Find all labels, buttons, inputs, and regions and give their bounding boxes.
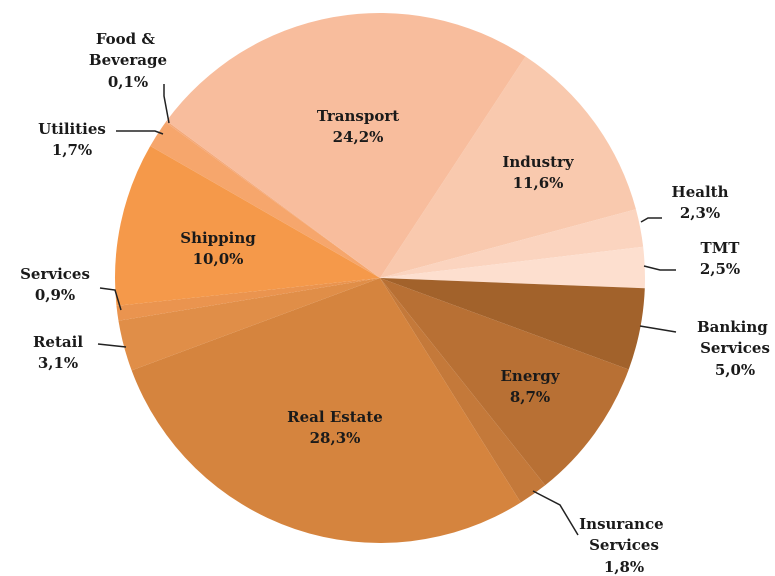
value-label: 2,5% xyxy=(700,260,740,278)
category-label: Services xyxy=(20,265,90,283)
label-line: Food & xyxy=(96,30,160,48)
category-label: Shipping xyxy=(180,229,256,247)
leader-line xyxy=(116,130,164,135)
pie xyxy=(115,13,645,543)
value-label: 28,3% xyxy=(310,429,361,447)
value-label: 5,0% xyxy=(715,361,755,379)
leader-line xyxy=(97,343,127,348)
value-label: 11,6% xyxy=(513,174,564,192)
pie-slice xyxy=(380,278,546,503)
pie-slice xyxy=(380,246,645,289)
value-label: 0,9% xyxy=(35,286,75,304)
category-label: TMT xyxy=(701,239,741,257)
category-label: Food & Beverage xyxy=(89,30,167,69)
value-label: 1,8% xyxy=(604,558,644,576)
category-label: Banking Services xyxy=(697,318,773,357)
category-label: Industry xyxy=(502,153,575,171)
pie-slice xyxy=(165,120,380,278)
pie-slice xyxy=(380,278,645,370)
category-label: Utilities xyxy=(38,120,106,138)
value-label: 3,1% xyxy=(38,354,78,372)
pie-slice xyxy=(150,122,380,278)
value-label: 10,0% xyxy=(193,250,244,268)
category-label: Retail xyxy=(33,333,83,351)
leader-line xyxy=(640,217,662,223)
leader-line xyxy=(643,265,676,271)
category-label: Insurance Services xyxy=(579,515,669,554)
label-line: Insurance xyxy=(579,515,669,533)
pie-slice xyxy=(131,278,521,543)
pie-slice xyxy=(380,278,629,486)
pie-slice xyxy=(116,278,380,321)
value-label: 1,7% xyxy=(52,141,92,159)
pie-slice xyxy=(380,56,636,278)
pie-slice xyxy=(166,13,526,278)
leader-line xyxy=(532,490,579,536)
category-label: Energy xyxy=(501,367,561,385)
category-label: Transport xyxy=(317,107,399,125)
value-label: 8,7% xyxy=(510,388,550,406)
category-label: Real Estate xyxy=(287,408,383,426)
leader-lines xyxy=(97,84,677,536)
leader-line xyxy=(163,84,170,124)
category-label: Health xyxy=(672,183,729,201)
pie-slice xyxy=(118,278,380,371)
value-label: 24,2% xyxy=(333,128,384,146)
pie-slice xyxy=(380,209,644,278)
label-line: Banking xyxy=(697,318,773,336)
pie-slice xyxy=(115,145,380,306)
label-line: Services xyxy=(589,536,659,554)
leader-line xyxy=(639,325,677,333)
value-label: 2,3% xyxy=(680,204,720,222)
leader-line xyxy=(99,287,122,311)
label-line: Beverage xyxy=(89,51,167,69)
value-label: 0,1% xyxy=(108,73,148,91)
label-line: Services xyxy=(700,339,770,357)
